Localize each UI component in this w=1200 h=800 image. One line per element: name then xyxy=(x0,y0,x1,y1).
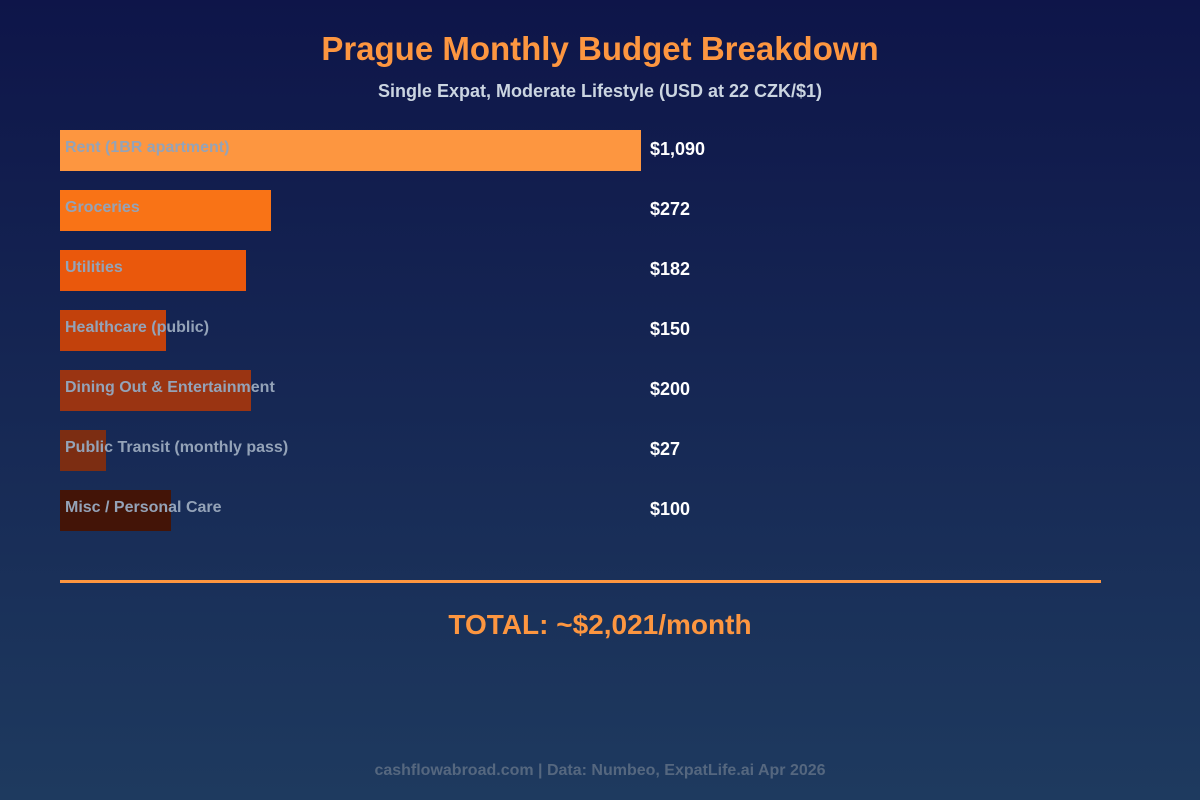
chart-title: Prague Monthly Budget Breakdown xyxy=(321,30,879,67)
divider xyxy=(60,580,1101,583)
total-label: TOTAL: ~$2,021/month xyxy=(448,609,752,640)
bar-row: Rent (1BR apartment) $1,090 xyxy=(60,130,1060,171)
value-label: $272 xyxy=(650,199,691,219)
bar xyxy=(60,130,641,171)
category-label: Rent (1BR apartment) xyxy=(65,139,230,156)
category-label: Public Transit (monthly pass) xyxy=(65,439,289,456)
value-label: $27 xyxy=(650,439,681,459)
bar xyxy=(60,490,171,531)
category-label: Utilities xyxy=(65,259,123,276)
category-label: Dining Out & Entertainment xyxy=(65,379,275,396)
bar-row: Utilities $182 xyxy=(60,250,1060,291)
footer-source: cashflowabroad.com | Data: Numbeo, Expat… xyxy=(374,762,826,779)
value-label: $1,090 xyxy=(650,139,706,159)
bar xyxy=(60,190,271,231)
category-label: Healthcare (public) xyxy=(65,319,210,336)
value-label: $100 xyxy=(650,499,691,519)
bar xyxy=(60,250,246,291)
bar-row: Groceries $272 xyxy=(60,190,1060,231)
bar-row: Healthcare (public) $150 xyxy=(60,310,1060,351)
chart-subtitle: Single Expat, Moderate Lifestyle (USD at… xyxy=(377,81,823,101)
bar xyxy=(60,370,251,411)
value-label: $200 xyxy=(650,379,691,399)
value-label: $182 xyxy=(650,259,691,279)
bar-row: Public Transit (monthly pass) $27 xyxy=(60,430,1060,471)
bar xyxy=(60,430,106,471)
bar-row: Dining Out & Entertainment $200 xyxy=(60,370,1060,411)
value-label: $150 xyxy=(650,319,691,339)
category-label: Misc / Personal Care xyxy=(65,499,222,516)
bar-row: Misc / Personal Care $100 xyxy=(60,490,1060,531)
category-label: Groceries xyxy=(65,199,140,216)
bar xyxy=(60,310,166,351)
